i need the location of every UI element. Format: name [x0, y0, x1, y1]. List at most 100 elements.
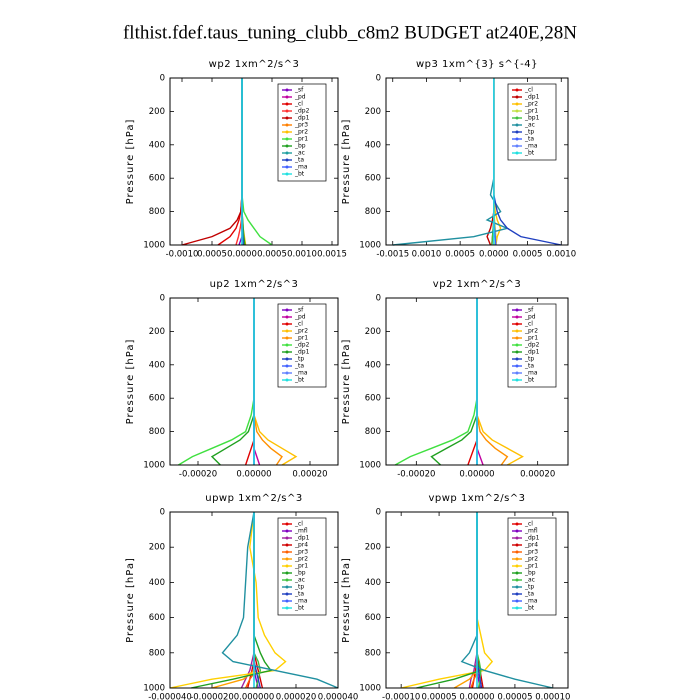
- legend-label: _bp: [294, 570, 306, 577]
- legend-label: _tp: [524, 584, 534, 591]
- legend-label: _pr1: [524, 563, 538, 570]
- legend-label: _cl: [524, 521, 533, 528]
- legend-marker: [285, 571, 289, 575]
- legend-marker: [285, 343, 289, 347]
- legend-label: _cl: [524, 87, 533, 94]
- legend-label: _ma: [294, 164, 308, 171]
- panel-title: up2 1xm^2/s^3: [210, 279, 299, 290]
- legend-label: _pd: [294, 94, 306, 101]
- legend-marker: [285, 578, 289, 582]
- legend-label: _dp2: [524, 342, 540, 349]
- legend-label: _pr1: [294, 136, 308, 143]
- legend-label: _dp1: [294, 115, 310, 122]
- legend-label: _pd: [524, 314, 536, 321]
- figure-title: flthist.fdef.taus_tuning_clubb_c8m2 BUDG…: [123, 22, 577, 43]
- legend-marker: [515, 322, 519, 326]
- legend-label: _pr2: [294, 328, 308, 335]
- legend-label: _tp: [524, 129, 534, 136]
- legend-marker: [285, 102, 289, 106]
- x-tick-label: 0.0015: [317, 250, 347, 260]
- legend-label: _dp1: [294, 535, 310, 542]
- legend-marker: [285, 522, 289, 526]
- y-axis-label: Pressure [hPa]: [341, 339, 352, 425]
- legend-marker: [285, 130, 289, 134]
- x-tick-label: 0.00000: [236, 470, 271, 480]
- legend-marker: [515, 151, 519, 155]
- y-tick-label: 400: [365, 578, 381, 588]
- legend-marker: [515, 315, 519, 319]
- legend-marker: [285, 564, 289, 568]
- panel-title: wp3 1xm^{3} s^{-4}: [416, 59, 538, 70]
- legend-marker: [515, 371, 519, 375]
- legend-marker: [285, 550, 289, 554]
- y-tick-label: 400: [149, 140, 165, 150]
- legend-label: _pr1: [294, 335, 308, 342]
- legend-label: _dp2: [294, 342, 310, 349]
- legend-marker: [285, 336, 289, 340]
- legend-label: _ma: [294, 598, 308, 605]
- legend-marker: [515, 343, 519, 347]
- panel: wp2 1xm^2/s^3 Pressure [hPa] 0 200 400 600 800…: [125, 59, 347, 260]
- x-tick-label: 0.00000: [459, 693, 494, 700]
- y-tick-label: 800: [149, 207, 165, 217]
- legend-label: _bt: [294, 377, 305, 384]
- x-tick-label: 0.0005: [513, 250, 543, 260]
- y-tick-label: 400: [365, 360, 381, 370]
- legend-label: _sf: [294, 307, 304, 314]
- x-tick-label: 0.0005: [197, 250, 227, 260]
- legend-label: _dp2: [294, 108, 310, 115]
- legend-marker: [285, 606, 289, 610]
- y-tick-label: 1000: [359, 461, 381, 471]
- legend-marker: [515, 336, 519, 340]
- legend-marker: [515, 557, 519, 561]
- y-tick-label: 800: [365, 207, 381, 217]
- x-tick-label: 0.0000: [479, 250, 509, 260]
- y-tick-label: 0: [160, 508, 165, 518]
- y-tick-label: 800: [365, 648, 381, 658]
- legend-label: _ta: [524, 591, 534, 598]
- legend-marker: [285, 322, 289, 326]
- x-tick-label: 0.000000: [234, 693, 275, 700]
- legend-marker: [515, 102, 519, 106]
- x-tick-label: 0.0010: [287, 250, 317, 260]
- y-tick-label: 200: [365, 543, 381, 553]
- legend-label: _ta: [294, 363, 304, 370]
- legend-label: _pr1: [294, 563, 308, 570]
- y-tick-label: 600: [149, 174, 165, 184]
- y-tick-label: 1000: [359, 684, 381, 694]
- legend-label: _dp1: [294, 349, 310, 356]
- y-tick-label: 600: [365, 174, 381, 184]
- legend-label: _pr1: [524, 335, 538, 342]
- y-tick-label: 1000: [143, 241, 165, 251]
- panel: wp3 1xm^{3} s^{-4} Pressure [hPa] 0 200 400 6…: [341, 59, 576, 260]
- legend-marker: [515, 364, 519, 368]
- legend-marker: [285, 329, 289, 333]
- legend-marker: [285, 592, 289, 596]
- y-tick-label: 800: [149, 427, 165, 437]
- legend-label: _bp: [524, 570, 536, 577]
- y-tick-label: 1000: [143, 684, 165, 694]
- plot-frame: [385, 511, 569, 689]
- panel-title: wp2 1xm^2/s^3: [209, 59, 300, 70]
- y-tick-label: 0: [376, 74, 381, 84]
- y-axis-label: Pressure [hPa]: [341, 557, 352, 643]
- legend-label: _pr3: [294, 122, 308, 129]
- legend-label: _cl: [294, 101, 303, 108]
- y-tick-label: 1000: [143, 461, 165, 471]
- legend-label: _ac: [524, 122, 535, 129]
- legend-label: _tp: [294, 584, 304, 591]
- legend-label: _dp1: [524, 349, 540, 356]
- x-tick-label: 0.00000: [459, 470, 494, 480]
- legend-marker: [285, 172, 289, 176]
- legend-marker: [285, 116, 289, 120]
- legend-label: _ma: [524, 143, 538, 150]
- legend-label: _pr3: [524, 549, 538, 556]
- x-tick-label: -0.000040: [148, 693, 192, 700]
- legend-marker: [515, 543, 519, 547]
- legend-label: _ta: [294, 157, 304, 164]
- x-tick-label: 0.0010: [546, 250, 576, 260]
- y-tick-label: 200: [149, 107, 165, 117]
- x-tick-label: 0.00020: [520, 470, 555, 480]
